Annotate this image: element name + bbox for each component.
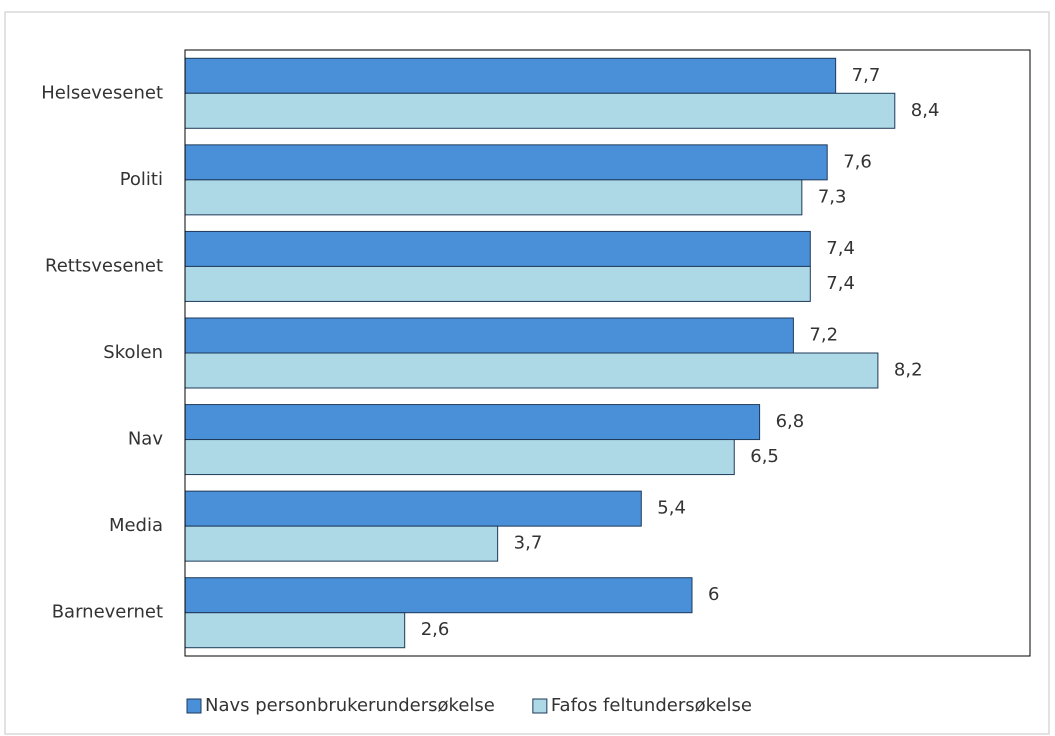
bar xyxy=(184,525,499,562)
bar xyxy=(184,577,693,614)
data-label: 7,7 xyxy=(852,65,881,86)
data-label: 6 xyxy=(708,584,719,605)
y-tick-label: Skolen xyxy=(103,342,163,363)
y-tick-label: Media xyxy=(109,515,163,536)
data-label: 7,3 xyxy=(818,186,847,207)
bar xyxy=(184,612,406,649)
bar xyxy=(184,404,761,441)
legend-label: Fafos feltundersøkelse xyxy=(551,695,752,716)
plot-border xyxy=(184,49,1031,657)
data-label: 7,2 xyxy=(809,325,838,346)
data-label: 3,7 xyxy=(514,533,543,554)
y-tick-label: Barnevernet xyxy=(52,602,163,623)
bar xyxy=(184,439,735,476)
y-tick-label: Helsevesenet xyxy=(41,82,163,103)
bar xyxy=(184,92,896,129)
bar xyxy=(184,179,803,216)
bar xyxy=(184,490,642,527)
y-tick-label: Politi xyxy=(120,169,163,190)
data-label: 5,4 xyxy=(657,498,686,519)
data-label: 8,2 xyxy=(894,360,923,381)
legend-swatch xyxy=(186,698,202,714)
data-label: 2,6 xyxy=(421,619,450,640)
bar xyxy=(184,265,811,302)
y-tick-label: Rettsvesenet xyxy=(45,255,163,276)
data-label: 7,6 xyxy=(843,151,872,172)
bar xyxy=(184,317,794,354)
legend-swatch xyxy=(532,698,548,714)
data-label: 6,8 xyxy=(776,411,805,432)
data-label: 7,4 xyxy=(826,238,855,259)
bar xyxy=(184,352,879,389)
data-label: 7,4 xyxy=(826,273,855,294)
bar xyxy=(184,144,828,181)
chart-border xyxy=(4,11,1050,735)
data-label: 8,4 xyxy=(911,100,940,121)
y-tick-label: Nav xyxy=(128,429,163,450)
bar xyxy=(184,230,811,267)
data-label: 6,5 xyxy=(750,446,779,467)
legend-label: Navs personbrukerundersøkelse xyxy=(205,695,495,716)
bar xyxy=(184,57,837,94)
